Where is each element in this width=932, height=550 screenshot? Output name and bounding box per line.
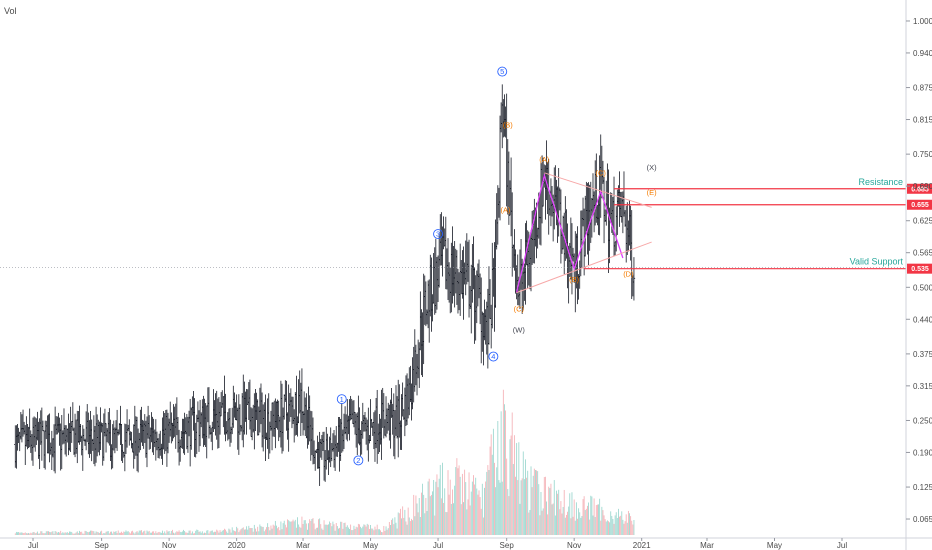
wave-label-impulse: 5 <box>500 67 504 76</box>
wave-label-corrective: (D) <box>623 270 634 279</box>
price-badge <box>907 183 932 194</box>
price-bars-layer <box>14 84 636 486</box>
time-tick-label: 2020 <box>228 541 246 550</box>
wave-circle <box>433 229 444 239</box>
price-tick-label: 0.625 <box>913 217 932 226</box>
level-name-label: Valid Support <box>850 257 904 267</box>
time-axis[interactable]: Jul Sep Nov 2020 Mar May Jul Sep Nov 2021 Mar May Ju… <box>0 537 932 550</box>
volume-indicator-label: Vol <box>4 6 17 16</box>
price-tick-label: 0.315 <box>913 382 932 391</box>
price-tick-label: 0.440 <box>913 315 932 324</box>
lower-trendline <box>516 241 652 294</box>
price-tick-label: 0.190 <box>913 448 932 457</box>
wave-label-corrective: (C) <box>514 304 525 313</box>
price-tick-label: 0.815 <box>913 116 932 125</box>
wave-circle <box>336 394 347 405</box>
volume-layer <box>14 389 635 535</box>
price-tick-label: 0.125 <box>913 483 932 492</box>
price-axis[interactable]: 1.000 0.940 0.875 0.815 0.750 0.690 0.625 0.565… <box>905 0 932 550</box>
time-tick-label: Sep <box>94 541 109 550</box>
level-name-label: Resistance <box>858 177 903 187</box>
wave-circle <box>488 351 499 362</box>
price-badge-label: 0.535 <box>911 266 929 273</box>
price-tick-label: 0.500 <box>913 283 932 292</box>
time-tick-label: Jul <box>28 541 38 550</box>
time-tick-label: Mar <box>700 541 714 550</box>
price-tick-label: 0.065 <box>913 515 932 524</box>
price-tick-label: 0.250 <box>913 416 932 425</box>
price-badge-label: 0.685 <box>911 186 929 193</box>
wave-label-complex: (W) <box>513 326 526 335</box>
wave-label-complex: (X) <box>647 163 658 172</box>
wave-label-corrective: (A) <box>501 206 512 215</box>
wave-label-corrective: (B) <box>503 121 514 130</box>
wave-label-corrective: (B) <box>569 275 580 284</box>
price-tick-label: 0.565 <box>913 249 932 258</box>
price-tick-label: 1.000 <box>913 17 932 26</box>
wave-label-impulse: 2 <box>356 456 360 465</box>
time-tick-label: Jul <box>433 541 443 550</box>
time-tick-label: 2021 <box>633 541 651 550</box>
wave-label-corrective: (A) <box>539 155 550 164</box>
time-tick-label: Nov <box>567 541 581 550</box>
time-tick-label: May <box>363 541 378 550</box>
time-tick-label: Mar <box>296 541 310 550</box>
price-tick-label: 0.375 <box>913 350 932 359</box>
wave-label-impulse: 4 <box>491 352 495 361</box>
price-tick-label: 0.875 <box>913 84 932 93</box>
wave-circle <box>353 455 364 466</box>
wave-circle <box>497 66 508 77</box>
drawings-layer: 0.685 Resistance 0.655 0.535 Valid Support <box>0 172 932 294</box>
wave-label-impulse: 1 <box>340 395 344 404</box>
wave-label-corrective: (E) <box>647 188 658 197</box>
wave-label-corrective: (C) <box>596 168 607 177</box>
price-tick-label: 0.940 <box>913 49 932 58</box>
price-badge <box>907 263 932 274</box>
triangle-zigzag <box>515 173 624 293</box>
price-tick-label: 0.690 <box>913 182 932 191</box>
price-tick-label: 0.750 <box>913 150 932 159</box>
upper-trendline <box>544 172 652 208</box>
time-tick-label: Nov <box>162 541 176 550</box>
price-badge <box>907 199 932 210</box>
price-badge-label: 0.655 <box>911 202 929 209</box>
wave-label-impulse: 3 <box>436 230 440 239</box>
time-tick-label: May <box>767 541 782 550</box>
time-tick-label: Sep <box>500 541 515 550</box>
time-tick-label: Jul <box>837 541 847 550</box>
wave-labels-layer: 5 3 4 1 2 (B) (A) (C) (A) (B) (C) (D) (E) (W) (X) <box>336 66 658 466</box>
